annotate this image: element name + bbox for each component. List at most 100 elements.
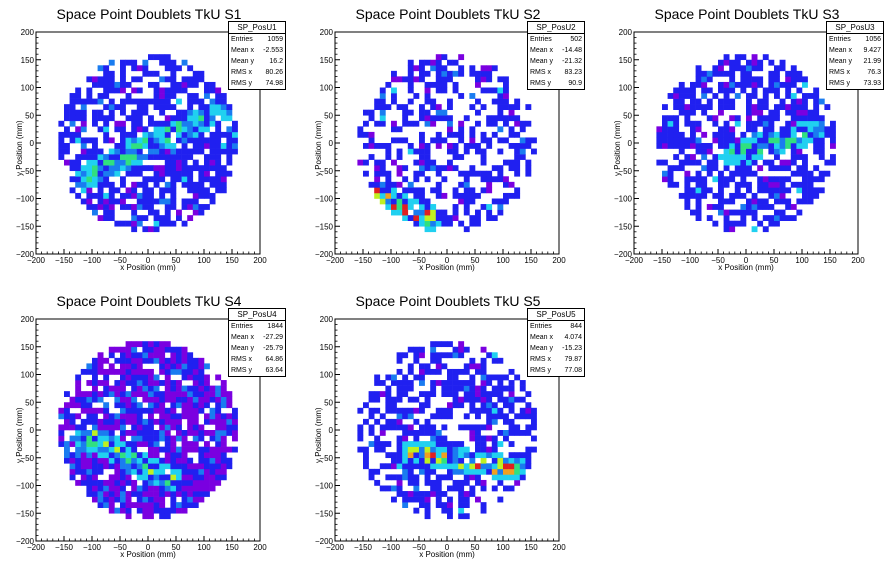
histogram-bin xyxy=(712,115,719,122)
histogram-bin xyxy=(226,402,233,409)
histogram-bin xyxy=(170,352,177,359)
histogram-bin xyxy=(407,109,414,116)
histogram-bin xyxy=(181,457,188,464)
histogram-panel-1: Space Point Doublets TkU S1 −200 −150 −100−… xyxy=(0,0,298,287)
histogram-bin xyxy=(108,479,115,486)
histogram-bin xyxy=(148,507,154,514)
histogram-bin xyxy=(796,137,803,144)
histogram-bin xyxy=(452,485,459,492)
histogram-bin xyxy=(103,463,110,470)
histogram-bin xyxy=(402,435,409,442)
histogram-bin xyxy=(503,104,509,110)
histogram-bin xyxy=(80,479,87,486)
histogram-bin xyxy=(402,204,409,210)
histogram-bin xyxy=(92,491,98,497)
histogram-bin xyxy=(706,143,713,149)
histogram-bin xyxy=(441,220,448,227)
histogram-bin xyxy=(762,204,769,210)
histogram-bin xyxy=(723,148,730,155)
x-tick-label: −100 xyxy=(681,256,700,265)
histogram-bin xyxy=(136,463,143,470)
stats-value: 21.99 xyxy=(863,58,881,65)
histogram-bin xyxy=(92,76,98,83)
histogram-bin xyxy=(164,374,171,381)
histogram-bin xyxy=(176,452,182,459)
histogram-bin xyxy=(419,491,425,497)
histogram-bin xyxy=(92,81,98,88)
stats-value: -2.553 xyxy=(263,47,283,54)
histogram-bin xyxy=(75,192,82,199)
histogram-bin xyxy=(818,176,825,183)
histogram-bin xyxy=(108,209,115,216)
histogram-bin xyxy=(695,187,702,194)
y-tick-label: −150 xyxy=(16,222,35,231)
histogram-bin xyxy=(469,131,476,138)
histogram-bin xyxy=(136,104,143,110)
histogram-bin xyxy=(712,204,719,210)
histogram-bin xyxy=(740,176,747,183)
histogram-bin xyxy=(142,435,149,442)
x-tick-label: 150 xyxy=(524,256,538,265)
histogram-bin xyxy=(435,430,442,436)
histogram-bin xyxy=(435,137,442,144)
histogram-bin xyxy=(92,380,98,386)
histogram-bin xyxy=(209,192,216,199)
histogram-bin xyxy=(80,446,87,453)
histogram-bin xyxy=(142,187,149,194)
histogram-bin xyxy=(508,109,515,116)
histogram-bin xyxy=(170,463,177,470)
histogram-bin xyxy=(125,502,132,508)
histogram-bin xyxy=(469,463,476,470)
histogram-bin xyxy=(142,131,149,138)
histogram-bin xyxy=(103,204,110,210)
histogram-bin xyxy=(159,192,166,199)
histogram-bin xyxy=(407,424,414,431)
histogram-bin xyxy=(103,209,110,216)
histogram-bin xyxy=(723,176,730,183)
histogram-bin xyxy=(718,131,724,138)
histogram-bin xyxy=(790,98,797,105)
histogram-bin xyxy=(153,491,160,497)
histogram-bin xyxy=(519,154,526,160)
histogram-bin xyxy=(684,176,691,183)
histogram-bin xyxy=(75,126,82,133)
histogram-bin xyxy=(768,204,775,210)
histogram-bin xyxy=(226,143,233,149)
histogram-bin xyxy=(723,226,730,233)
histogram-bin xyxy=(170,485,177,492)
histogram-bin xyxy=(176,363,182,370)
histogram-bin xyxy=(762,93,769,99)
histogram-bin xyxy=(92,368,98,375)
histogram-bin xyxy=(108,502,115,508)
histogram-bin xyxy=(701,181,708,188)
histogram-bin xyxy=(136,154,143,160)
histogram-bin xyxy=(86,93,93,99)
histogram-bin xyxy=(385,148,392,155)
histogram-bin xyxy=(396,452,403,459)
histogram-bin xyxy=(486,463,493,470)
histogram-bin xyxy=(108,181,115,188)
histogram-bin xyxy=(131,352,138,359)
histogram-bin xyxy=(396,491,403,497)
histogram-bin xyxy=(413,435,420,442)
histogram-bin xyxy=(723,198,730,205)
histogram-bin xyxy=(396,385,403,392)
histogram-bin xyxy=(192,374,199,381)
histogram-bin xyxy=(514,165,521,172)
histogram-bin xyxy=(435,59,442,66)
histogram-bin xyxy=(413,159,420,166)
histogram-bin xyxy=(475,424,481,431)
histogram-bin xyxy=(187,81,194,88)
histogram-bin xyxy=(673,137,680,144)
histogram-bin xyxy=(497,380,504,386)
histogram-bin xyxy=(379,98,386,105)
histogram-bin xyxy=(684,192,691,199)
histogram-bin xyxy=(170,181,177,188)
histogram-bin xyxy=(209,468,216,475)
histogram-bin xyxy=(497,374,504,381)
histogram-bin xyxy=(131,418,138,425)
histogram-bin xyxy=(469,70,476,77)
histogram-bin xyxy=(678,98,685,105)
histogram-bin xyxy=(181,346,188,353)
histogram-bin xyxy=(751,192,758,199)
